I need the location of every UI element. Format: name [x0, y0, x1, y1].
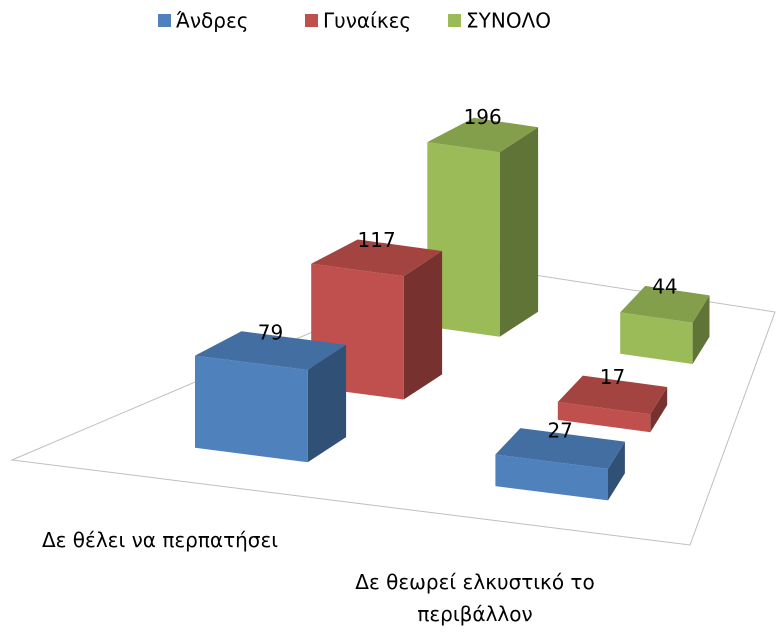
data-label: 27 — [547, 419, 572, 443]
bar-side — [499, 127, 539, 337]
legend-label: Γυναίκες — [323, 9, 411, 33]
bar-top — [427, 117, 539, 153]
bar-front — [427, 142, 500, 337]
bar-top — [620, 285, 710, 323]
bar-front — [495, 454, 608, 501]
legend-swatch — [305, 14, 318, 27]
bar — [620, 285, 710, 364]
data-label: 79 — [258, 321, 283, 345]
bar-top — [495, 428, 625, 469]
data-label: 44 — [652, 274, 677, 298]
bar-side — [650, 387, 668, 433]
bar — [427, 117, 539, 337]
bar-front — [195, 355, 308, 463]
bar-side — [307, 344, 347, 463]
bar-front — [557, 402, 651, 433]
bar-top — [557, 375, 668, 415]
bar-top — [195, 331, 347, 370]
bar-side — [608, 441, 625, 501]
bar-side — [692, 295, 710, 364]
data-label: 17 — [600, 365, 625, 389]
bar — [557, 375, 668, 433]
bar — [495, 428, 625, 501]
data-label: 196 — [464, 105, 502, 129]
legend-label: Άνδρες — [176, 9, 249, 33]
category-label: Δε θέλει να περπατήσει — [41, 528, 279, 552]
bar-top — [311, 239, 443, 277]
legend-label: ΣΥΝΟΛΟ — [466, 9, 551, 33]
legend-swatch — [158, 14, 171, 27]
bar-side — [403, 251, 443, 400]
bar-front — [620, 312, 693, 364]
legend-swatch — [448, 14, 461, 27]
bar — [195, 331, 347, 463]
category-label: Δε θεωρεί ελκυστικό το περιβάλλον — [355, 570, 595, 626]
data-label: 117 — [358, 228, 396, 252]
